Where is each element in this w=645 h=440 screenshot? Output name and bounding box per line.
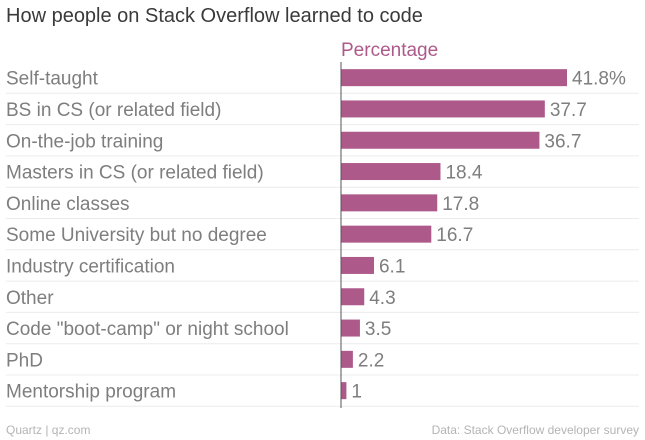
category-label: Other <box>6 288 54 309</box>
bar <box>341 69 567 87</box>
data-label: 18.4 <box>445 163 482 184</box>
bar <box>341 382 347 400</box>
data-label: 4.3 <box>369 288 395 309</box>
category-label: Industry certification <box>6 256 175 277</box>
footer-credit: Quartz | qz.com <box>6 423 91 437</box>
category-label: Self-taught <box>6 69 99 90</box>
data-label: 16.7 <box>436 225 473 246</box>
category-label: On-the-job training <box>6 131 163 152</box>
bar <box>341 163 441 181</box>
footer-source: Data: Stack Overflow developer survey <box>431 423 639 437</box>
chart-title: How people on Stack Overflow learned to … <box>6 5 423 27</box>
category-label: PhD <box>6 350 43 371</box>
bar <box>341 319 360 337</box>
series-header: Percentage <box>341 40 438 61</box>
data-label: 41.8% <box>572 69 626 90</box>
data-label: 17.8 <box>442 194 479 215</box>
category-label: BS in CS (or related field) <box>6 100 221 121</box>
category-label: Masters in CS (or related field) <box>6 163 264 184</box>
bar <box>341 288 365 306</box>
bar <box>341 100 545 118</box>
data-label: 2.2 <box>358 350 384 371</box>
bar <box>341 350 353 368</box>
bar <box>341 225 432 243</box>
bar <box>341 194 438 212</box>
bar <box>341 131 540 149</box>
data-label: 3.5 <box>365 319 391 340</box>
data-label: 6.1 <box>379 256 405 277</box>
category-label: Mentorship program <box>6 382 176 403</box>
bar <box>341 256 374 274</box>
data-label: 37.7 <box>550 100 587 121</box>
category-label: Online classes <box>6 194 130 215</box>
data-label: 1 <box>351 382 362 403</box>
category-label: Code "boot-camp" or night school <box>6 319 289 340</box>
category-label: Some University but no degree <box>6 225 267 246</box>
data-label: 36.7 <box>544 131 581 152</box>
